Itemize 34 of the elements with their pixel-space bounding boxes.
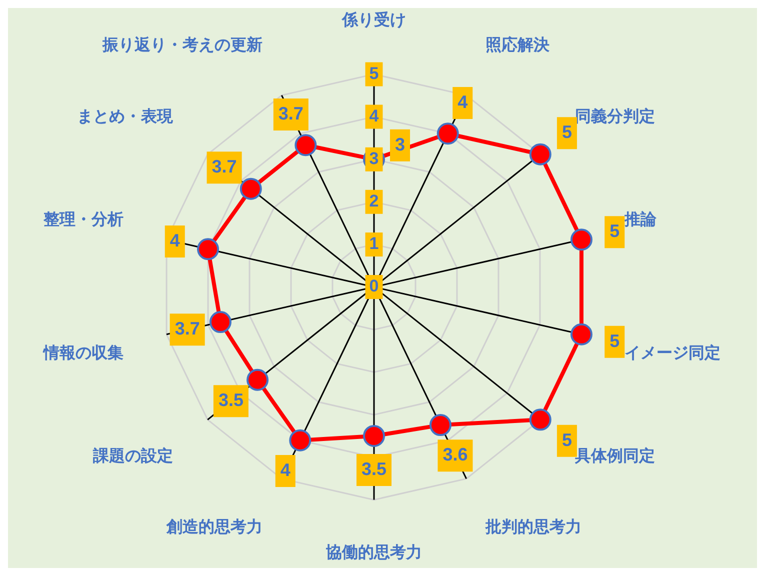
data-label: 3.5 <box>218 390 244 410</box>
spoke-label: 照応解決 <box>485 35 550 54</box>
data-label: 5 <box>610 330 620 351</box>
data-label: 5 <box>610 221 620 242</box>
spoke-label: 係り受け <box>341 10 406 29</box>
spoke-label: 課題の設定 <box>92 446 174 465</box>
data-label: 4 <box>458 92 468 112</box>
y-tick-label: 5 <box>369 64 379 83</box>
spoke-label: 振り返り・考えの更新 <box>102 35 263 54</box>
spoke-label: 情報の収集 <box>42 342 124 362</box>
data-label: 4 <box>280 460 290 480</box>
spoke-label: 同義分判定 <box>574 106 655 126</box>
data-label: 3.7 <box>212 156 237 177</box>
data-label: 3.7 <box>174 318 200 339</box>
data-label: 3.6 <box>442 444 468 465</box>
spoke-label: 協働的思考力 <box>325 542 422 562</box>
y-tick-label: 2 <box>369 192 379 211</box>
y-tick-label: 1 <box>369 234 379 254</box>
data-label: 5 <box>562 122 572 142</box>
data-label: 5 <box>562 430 572 450</box>
spoke-label: 批判的思考力 <box>484 517 582 536</box>
data-label: 3.7 <box>278 103 304 124</box>
spoke-label: イメージ同定 <box>624 342 720 362</box>
data-label: 3 <box>395 134 406 154</box>
spoke-label: 整理・分析 <box>42 209 124 228</box>
data-label: 3.5 <box>361 458 387 479</box>
y-tick-label: 0 <box>369 276 379 296</box>
data-label: 4 <box>170 230 180 251</box>
spoke-label: 推論 <box>623 209 658 228</box>
y-tick-label: 3 <box>369 149 379 168</box>
y-tick-label: 4 <box>369 106 380 126</box>
spoke-label: まとめ・表現 <box>77 106 174 126</box>
spoke-label: 創造的思考力 <box>166 517 263 536</box>
spoke-label: 具体例同定 <box>574 446 655 465</box>
